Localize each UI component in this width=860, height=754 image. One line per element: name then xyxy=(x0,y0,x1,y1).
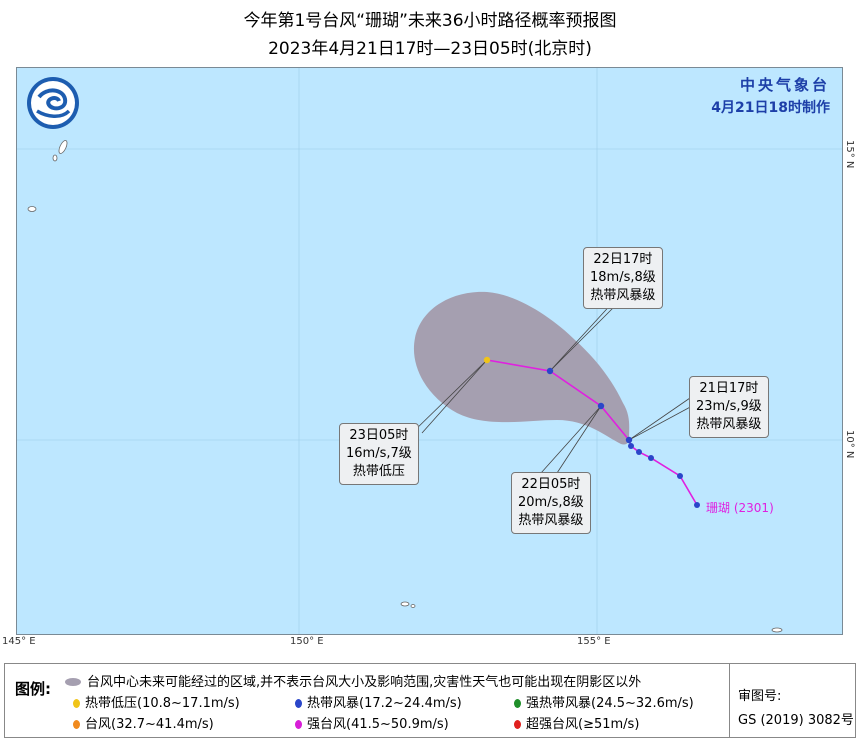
forecast-track-point xyxy=(625,436,633,444)
callout-category: 热带风暴级 xyxy=(518,513,584,528)
callout-category: 热带低压 xyxy=(352,464,405,479)
forecast-track-point xyxy=(546,367,554,375)
callout-wind: 18m/s,8级 xyxy=(590,270,656,285)
category-dot-icon xyxy=(514,699,521,708)
legend-item-super-ty: 超强台风(≥51m/s) xyxy=(514,713,639,732)
cone-swatch-icon xyxy=(65,678,81,686)
legend-cone-item: 台风中心未来可能经过的区域,并不表示台风大小及影响范围,灾害性天气也可能出现在阴… xyxy=(65,671,641,690)
legend-divider xyxy=(729,664,730,737)
legend-label: 热带低压(10.8~17.1m/s) xyxy=(85,696,240,711)
past-track-point xyxy=(636,449,642,455)
past-track-point xyxy=(677,473,683,479)
legend-item-ts: 热带风暴(17.2~24.4m/s) xyxy=(295,692,462,711)
category-dot-icon xyxy=(514,720,521,729)
legend-label: 热带风暴(17.2~24.4m/s) xyxy=(307,696,462,711)
callout-wind: 20m/s,8级 xyxy=(518,495,584,510)
forecast-track-point xyxy=(483,356,491,364)
past-track-point xyxy=(628,443,634,449)
forecast-track-point xyxy=(597,402,605,410)
cma-logo-icon xyxy=(27,77,79,129)
callout-wind: 23m/s,9级 xyxy=(696,399,762,414)
legend-item-sts: 强热带风暴(24.5~32.6m/s) xyxy=(514,692,694,711)
legend-label: 强热带风暴(24.5~32.6m/s) xyxy=(526,696,694,711)
callout-wind: 16m/s,7级 xyxy=(346,446,412,461)
callout-category: 热带风暴级 xyxy=(590,288,656,303)
legend-item-td: 热带低压(10.8~17.1m/s) xyxy=(73,692,240,711)
category-dot-icon xyxy=(295,699,302,708)
legend-label: 强台风(41.5~50.9m/s) xyxy=(307,717,449,732)
storm-name-label: 珊瑚 (2301) xyxy=(706,499,774,516)
storm-name: 珊瑚 xyxy=(706,501,731,515)
callout-22-05: 22日05时 20m/s,8级 热带风暴级 xyxy=(511,472,591,534)
callout-time: 21日17时 xyxy=(699,381,759,396)
islands xyxy=(27,140,783,633)
legend-item-sty: 强台风(41.5~50.9m/s) xyxy=(295,713,449,732)
callout-category: 热带风暴级 xyxy=(696,417,762,432)
legend-cone-text: 台风中心未来可能经过的区域,并不表示台风大小及影响范围,灾害性天气也可能出现在阴… xyxy=(87,675,642,690)
callout-21-17: 21日17时 23m/s,9级 热带风暴级 xyxy=(689,376,769,438)
callout-time: 23日05时 xyxy=(349,428,409,443)
callout-22-17: 22日17时 18m/s,8级 热带风暴级 xyxy=(583,247,663,309)
issue-time: 4月21日18时制作 xyxy=(711,100,830,116)
category-dot-icon xyxy=(73,720,80,729)
map-subtitle: 2023年4月21日17时—23日05时(北京时) xyxy=(268,39,592,59)
category-dot-icon xyxy=(295,720,302,729)
lon-label-155: 155° E xyxy=(577,636,611,647)
map-title: 今年第1号台风“珊瑚”未来36小时路径概率预报图 xyxy=(243,11,617,31)
callout-time: 22日05时 xyxy=(521,477,581,492)
past-track-point xyxy=(694,502,700,508)
track-layer xyxy=(483,356,700,508)
review-label: 审图号: xyxy=(738,689,782,704)
map-area xyxy=(16,67,843,635)
lat-label-15: 15° N xyxy=(844,140,855,169)
legend-label: 超强台风(≥51m/s) xyxy=(526,717,640,732)
legend-label: 台风(32.7~41.4m/s) xyxy=(85,717,214,732)
lon-label-145: 145° E xyxy=(2,636,36,647)
graticule xyxy=(17,68,842,634)
past-track-point xyxy=(648,455,654,461)
storm-code: (2301) xyxy=(733,501,774,515)
lon-label-150: 150° E xyxy=(290,636,324,647)
agency-name: 中央气象台 xyxy=(739,76,830,94)
callout-time: 22日17时 xyxy=(593,252,653,267)
callout-leaders xyxy=(411,299,708,474)
legend-item-ty: 台风(32.7~41.4m/s) xyxy=(73,713,214,732)
callout-23-05: 23日05时 16m/s,7级 热带低压 xyxy=(339,423,419,485)
probability-cone xyxy=(413,291,630,445)
lat-label-10: 10° N xyxy=(844,430,855,459)
legend-panel: 图例: 台风中心未来可能经过的区域,并不表示台风大小及影响范围,灾害性天气也可能… xyxy=(4,663,856,738)
category-dot-icon xyxy=(73,699,80,708)
review-number: GS (2019) 3082号 xyxy=(738,713,854,728)
legend-title: 图例: xyxy=(15,680,51,698)
map-canvas xyxy=(17,68,842,634)
